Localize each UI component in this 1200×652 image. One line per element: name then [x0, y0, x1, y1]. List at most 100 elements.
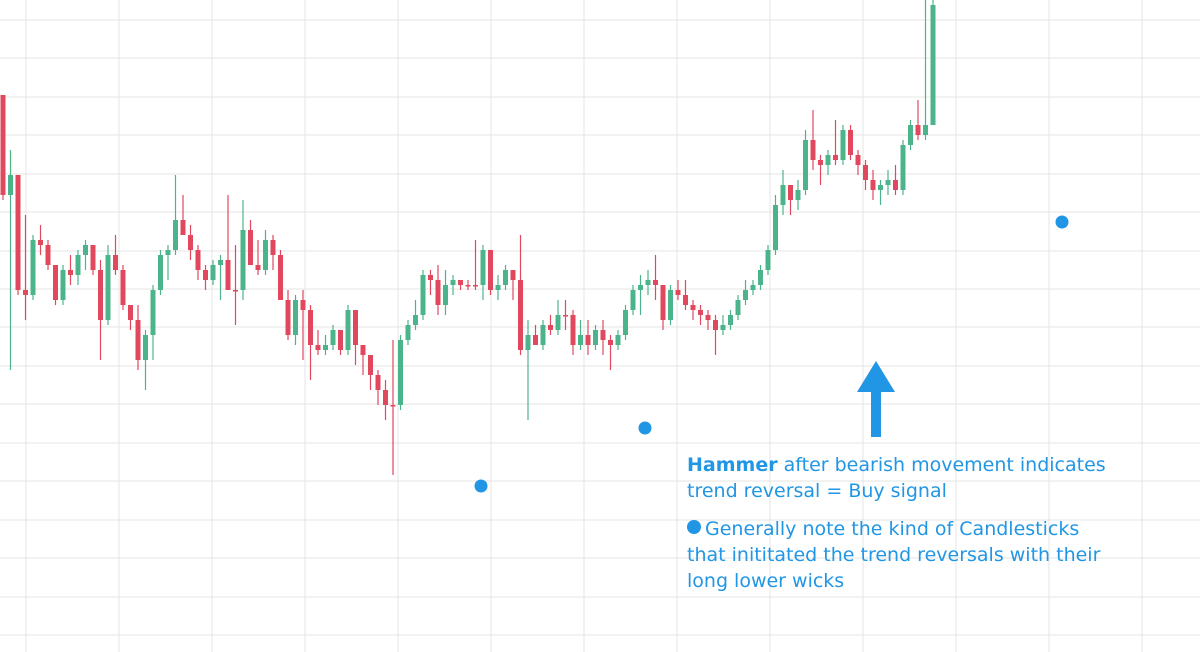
- candle: [360, 345, 366, 375]
- candle: [900, 140, 906, 195]
- candle-body: [8, 175, 13, 195]
- candle: [345, 305, 351, 355]
- candle: [150, 285, 156, 360]
- candle-body: [263, 240, 268, 270]
- candle: [690, 300, 696, 320]
- candle-body: [405, 325, 411, 340]
- wick-note-line-2: that inititated the trend reversals with…: [687, 544, 1101, 566]
- candle-body: [293, 300, 298, 335]
- hammer-label: Hammer: [687, 454, 778, 476]
- candle-body: [375, 375, 381, 390]
- candle-body: [908, 125, 913, 145]
- candle-body: [923, 125, 928, 135]
- candle: [338, 330, 343, 355]
- candle-body: [158, 255, 163, 290]
- candle: [383, 380, 388, 420]
- candle: [420, 270, 426, 320]
- candle-body: [600, 330, 606, 340]
- candle-body: [203, 270, 208, 280]
- hammer-caption-line-1: Hammer after bearish movement indicates: [687, 452, 1187, 478]
- candle: [443, 270, 448, 315]
- hammer-arrow-up-icon: [857, 361, 895, 437]
- candle: [165, 245, 171, 280]
- candle: [390, 340, 396, 475]
- candle: [518, 235, 523, 355]
- candle: [683, 280, 688, 310]
- candle-body: [195, 250, 201, 270]
- candle: [698, 305, 703, 325]
- candle: [863, 160, 868, 190]
- candle: [225, 195, 231, 290]
- candle-body: [345, 310, 351, 350]
- candle-body: [878, 185, 883, 190]
- candle: [90, 245, 96, 275]
- candle-body: [338, 330, 343, 350]
- candle: [413, 300, 418, 330]
- candle-body: [780, 185, 786, 205]
- candle: [735, 295, 741, 320]
- candle: [885, 170, 891, 195]
- candle-body: [218, 260, 223, 265]
- candle: [563, 300, 568, 330]
- candle: [278, 250, 283, 300]
- candle-body: [645, 280, 651, 285]
- candle: [435, 265, 441, 315]
- candle-body: [75, 255, 81, 275]
- candle: [300, 290, 306, 360]
- candle-body: [165, 250, 171, 255]
- hammer-caption-line-2: trend reversal = Buy signal: [687, 480, 947, 502]
- candle-body: [668, 290, 673, 320]
- candle: [173, 175, 178, 255]
- candle-body: [578, 335, 583, 345]
- candle-body: [173, 220, 178, 250]
- candle: [195, 245, 201, 280]
- candle-body: [525, 335, 531, 350]
- candle-body: [330, 330, 336, 345]
- candle: [120, 265, 126, 310]
- candle: [405, 320, 411, 345]
- candle: [315, 330, 321, 355]
- candle: [158, 250, 163, 295]
- candle: [750, 280, 756, 295]
- candle: [203, 265, 208, 290]
- candle: [60, 265, 66, 305]
- candle: [375, 370, 381, 405]
- candle-body: [840, 130, 846, 160]
- candle-body: [308, 310, 313, 345]
- candle: [83, 240, 88, 270]
- candle-body: [548, 325, 553, 330]
- candle: [615, 330, 621, 350]
- candle-body: [833, 155, 838, 160]
- candle: [218, 255, 223, 300]
- candle-body: [608, 340, 613, 345]
- candle-body: [300, 300, 306, 310]
- candle-body: [795, 190, 801, 200]
- candle: [758, 265, 763, 290]
- candle-body: [360, 345, 366, 355]
- candle-body: [653, 280, 658, 285]
- candle: [908, 120, 913, 150]
- candle: [923, 0, 928, 140]
- candle-body: [390, 405, 396, 407]
- wick-note-text-1: Generally note the kind of Candlesticks: [705, 518, 1080, 540]
- candle-body: [143, 335, 148, 360]
- candle: [668, 285, 673, 325]
- candle-body: [30, 240, 36, 295]
- candle: [135, 305, 141, 370]
- candle-body: [105, 255, 111, 320]
- candle: [555, 300, 561, 335]
- candle-body: [315, 345, 321, 350]
- candle: [623, 305, 628, 340]
- candle-body: [720, 325, 726, 330]
- candle-body: [68, 270, 73, 275]
- candle: [293, 295, 298, 345]
- candle-body: [533, 335, 538, 345]
- candle-body: [555, 315, 561, 330]
- candle-body: [855, 155, 861, 165]
- candle: [645, 270, 651, 295]
- candle-body: [420, 275, 426, 315]
- candle-body: [83, 245, 88, 255]
- candle: [30, 235, 36, 300]
